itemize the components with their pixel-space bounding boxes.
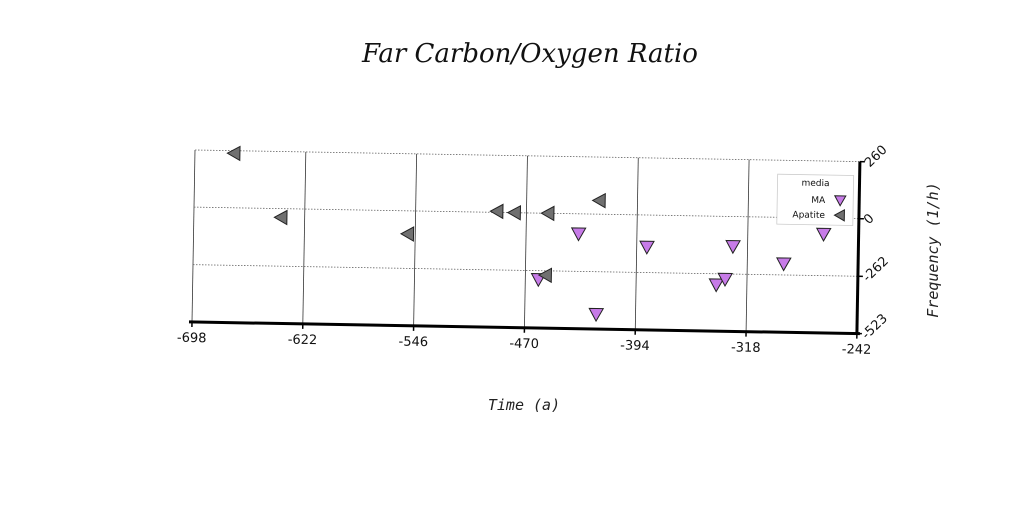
y-tick-label: 260 — [862, 143, 890, 171]
ma-point — [725, 239, 741, 255]
y-axis-label: Frequency (1/h) — [924, 182, 942, 317]
x-axis-ticks: -698 -622 -546 -470 -394 -318 -242 — [177, 321, 872, 358]
grid-line-vertical — [413, 153, 418, 326]
apatite-point — [399, 226, 415, 242]
y-tick-label: 0 — [861, 211, 877, 228]
y-tick-label: -262 — [860, 254, 892, 285]
apatite-point — [226, 145, 241, 162]
legend: media MA Apatite — [776, 173, 855, 226]
ma-point — [717, 272, 734, 288]
apatite-point — [506, 204, 522, 221]
x-tick-label: -546 — [398, 335, 428, 351]
grid-line-vertical — [191, 149, 196, 322]
apatite-point — [489, 203, 504, 220]
legend-marker — [833, 209, 845, 222]
grid-line-vertical — [634, 157, 639, 330]
x-axis-label: Time (a) — [488, 396, 560, 414]
grid-line-vertical — [745, 159, 750, 332]
ma-point — [588, 307, 605, 323]
legend-marker — [833, 195, 847, 207]
ma-point — [639, 240, 655, 255]
x-tick-label: -698 — [177, 331, 207, 347]
data-points — [226, 145, 832, 323]
grid — [191, 149, 861, 334]
x-tick-label: -318 — [731, 340, 761, 356]
plot-area: -698 -622 -546 -470 -394 -318 -242 260 0 -262 -52… — [177, 143, 892, 358]
apatite-point — [540, 205, 555, 222]
y-axis-line — [855, 161, 862, 335]
apatite-point — [537, 267, 553, 284]
legend-box — [776, 173, 855, 226]
x-tick-label: -470 — [509, 337, 539, 353]
apatite-point — [273, 209, 288, 226]
ma-point — [708, 278, 725, 293]
y-axis-ticks: 260 0 -262 -523 — [856, 143, 892, 343]
ma-point — [570, 227, 587, 242]
x-tick-label: -242 — [842, 342, 872, 358]
x-tick-label: -394 — [620, 338, 650, 354]
ma-point — [815, 227, 832, 242]
x-tick-label: -622 — [288, 333, 318, 349]
legend-label: Apatite — [792, 210, 825, 221]
grid-line-vertical — [524, 155, 528, 328]
legend-title: media — [801, 179, 829, 189]
grid-line-vertical — [302, 151, 307, 324]
legend-label: MA — [811, 196, 826, 206]
chart-title: Far Carbon/Oxygen Ratio — [361, 39, 698, 69]
y-tick-label: -523 — [859, 311, 891, 342]
ma-point — [775, 257, 792, 272]
apatite-point — [591, 192, 606, 209]
